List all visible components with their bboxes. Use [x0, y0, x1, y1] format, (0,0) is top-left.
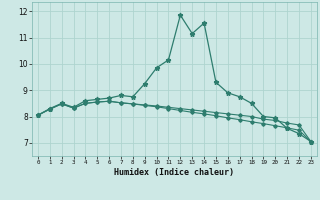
X-axis label: Humidex (Indice chaleur): Humidex (Indice chaleur) [115, 168, 234, 177]
